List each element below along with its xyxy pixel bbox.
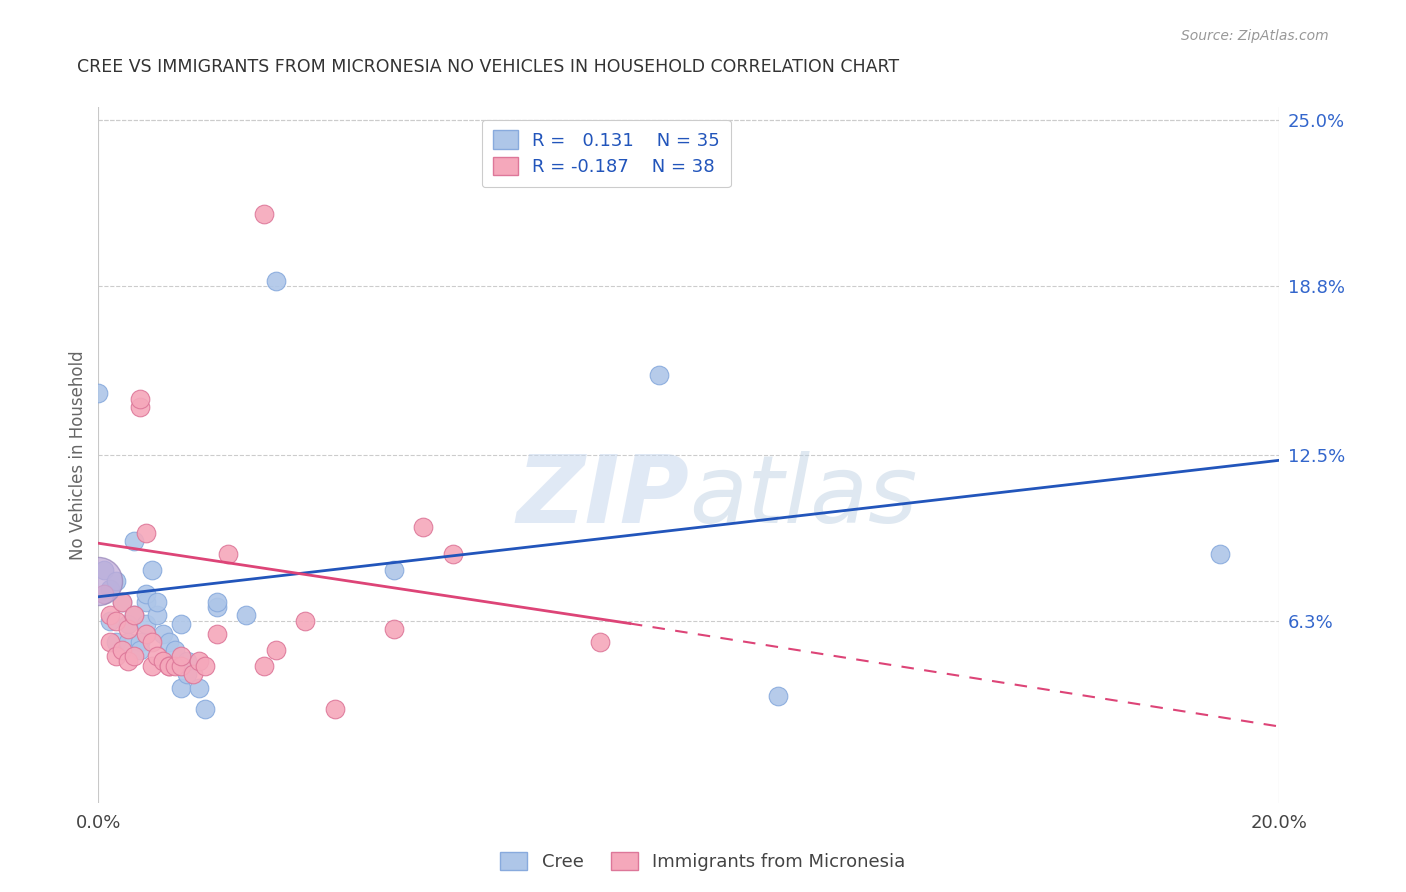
Point [141,635,163,649]
Point [117,635,139,649]
Text: Source: ZipAtlas.com: Source: ZipAtlas.com [1181,29,1329,43]
Point [264,274,287,288]
Point [176,667,198,681]
Point [205,627,228,641]
Point [105,648,128,663]
Point [105,635,128,649]
Point [146,648,169,663]
Point [187,654,209,668]
Point [1209,547,1232,561]
Text: ZIP: ZIP [516,450,689,542]
Point [382,563,405,577]
Point [98,608,121,623]
Point [98,614,121,628]
Point [589,635,612,649]
Point [157,659,180,673]
Point [105,614,128,628]
Point [111,595,134,609]
Point [170,681,193,695]
Point [98,582,121,596]
Point [205,595,228,609]
Legend: Cree, Immigrants from Micronesia: Cree, Immigrants from Micronesia [494,845,912,879]
Text: atlas: atlas [689,451,917,542]
Legend: R =   0.131    N = 35, R = -0.187    N = 38: R = 0.131 N = 35, R = -0.187 N = 38 [482,120,731,187]
Point [122,533,145,548]
Point [122,648,145,663]
Point [128,643,150,657]
Point [122,608,145,623]
Point [135,616,157,631]
Point [122,608,145,623]
Point [648,368,671,382]
Point [253,207,276,221]
Point [176,654,198,668]
Point [165,659,187,673]
Point [146,595,169,609]
Point [128,635,150,649]
Point [382,622,405,636]
Point [205,600,228,615]
Y-axis label: No Vehicles in Household: No Vehicles in Household [69,350,87,560]
Point [111,643,134,657]
Point [141,563,163,577]
Point [135,587,157,601]
Point [253,659,276,673]
Point [766,689,789,703]
Point [441,547,464,561]
Point [141,659,163,673]
Point [87,386,110,401]
Point [170,659,193,673]
Point [187,681,209,695]
Point [135,525,157,540]
Point [135,627,157,641]
Point [165,643,187,657]
Point [157,635,180,649]
Point [152,627,174,641]
Point [128,392,150,406]
Point [117,622,139,636]
Point [146,608,169,623]
Text: CREE VS IMMIGRANTS FROM MICRONESIA NO VEHICLES IN HOUSEHOLD CORRELATION CHART: CREE VS IMMIGRANTS FROM MICRONESIA NO VE… [77,58,900,76]
Point [294,614,316,628]
Point [157,659,180,673]
Point [264,643,287,657]
Point [93,587,115,601]
Point [323,702,346,716]
Point [87,574,110,588]
Point [412,520,434,534]
Point [111,595,134,609]
Point [170,648,193,663]
Point [98,635,121,649]
Point [217,547,239,561]
Point [135,595,157,609]
Point [194,702,217,716]
Point [194,659,217,673]
Point [170,616,193,631]
Point [235,608,257,623]
Point [128,400,150,414]
Point [117,654,139,668]
Point [152,654,174,668]
Point [181,667,204,681]
Point [117,616,139,631]
Point [105,574,128,588]
Point [93,563,115,577]
